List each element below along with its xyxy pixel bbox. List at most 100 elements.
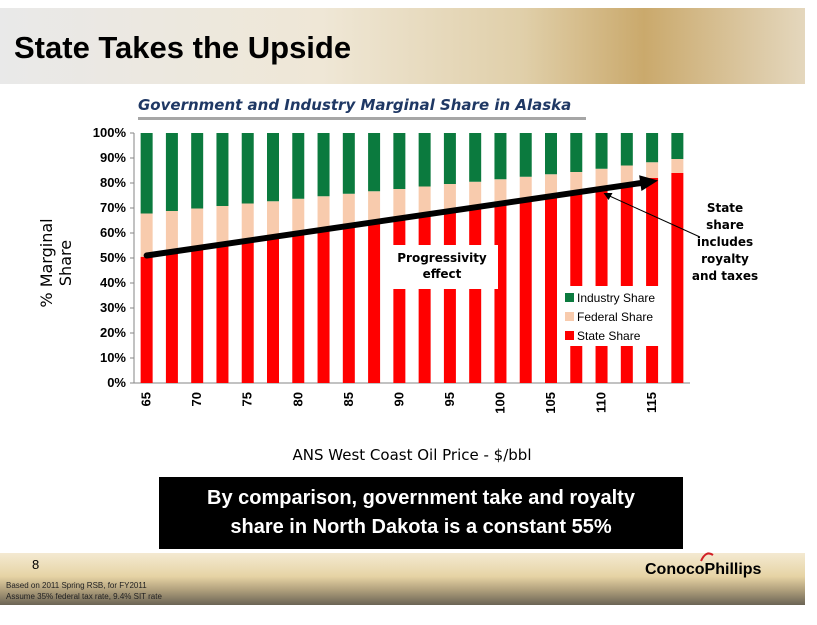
- callout-line-1: By comparison, government take and royal…: [207, 487, 635, 509]
- y-tick-label: 70%: [100, 200, 126, 215]
- bar-federal-share: [646, 162, 659, 178]
- bar-industry-share: [595, 133, 608, 169]
- x-tick-label: 105: [543, 392, 558, 414]
- bar-series: [140, 133, 684, 383]
- x-tick-label: 115: [644, 392, 659, 413]
- bar-industry-share: [494, 133, 507, 180]
- y-tick-label: 10%: [100, 350, 126, 365]
- y-tick-label: 40%: [100, 275, 126, 290]
- slide-title: State Takes the Upside: [14, 30, 352, 65]
- footnote-line-1: Based on 2011 Spring RSB, for FY2011: [6, 581, 147, 590]
- state-share-note: share: [706, 218, 744, 232]
- bar-state-share: [595, 188, 608, 383]
- trend-arrow-shaft: [143, 180, 644, 259]
- bar-federal-share: [342, 193, 355, 227]
- bar-federal-share: [267, 201, 279, 238]
- x-tick-label: 100: [492, 392, 507, 414]
- legend-box: [561, 286, 667, 346]
- bar-state-share: [191, 249, 204, 383]
- legend-swatch: [565, 331, 574, 340]
- annotations: Progressivity effect State share includes roy…: [143, 175, 758, 289]
- bar-state-share: [342, 226, 355, 383]
- x-tick-label: 95: [442, 392, 457, 406]
- bar-industry-share: [140, 133, 153, 214]
- x-tick-label: 110: [594, 392, 609, 413]
- bar-industry-share: [317, 133, 330, 197]
- bar-state-share: [418, 215, 431, 383]
- y-tick-label: 90%: [100, 150, 126, 165]
- bar-industry-share: [671, 133, 684, 159]
- legend-swatch: [565, 312, 574, 321]
- y-tick-label: 0%: [107, 375, 126, 390]
- bar-state-share: [671, 173, 684, 383]
- state-note-pointer: [609, 195, 701, 238]
- legend-swatch: [565, 293, 574, 302]
- bar-state-share: [469, 208, 482, 383]
- y-tick-label: 50%: [100, 250, 126, 265]
- state-share-note: and taxes: [692, 269, 758, 283]
- progressivity-label: effect: [423, 267, 462, 281]
- bar-federal-share: [191, 208, 204, 250]
- y-tick-label: 30%: [100, 300, 126, 315]
- bar-industry-share: [393, 133, 406, 189]
- company-logo: ConocoPhillips: [645, 561, 762, 578]
- page-number: 8: [32, 557, 40, 572]
- bar-state-share: [545, 196, 557, 383]
- progressivity-label-box: [386, 245, 498, 289]
- state-share-note: includes: [697, 235, 753, 249]
- bar-federal-share: [443, 184, 456, 212]
- bar-industry-share: [519, 133, 532, 177]
- bar-state-share: [241, 241, 254, 383]
- bar-federal-share: [469, 181, 482, 208]
- bar-industry-share: [469, 133, 482, 182]
- bar-federal-share: [595, 168, 608, 188]
- state-note-pointer-head: [603, 193, 613, 200]
- bar-federal-share: [216, 206, 229, 246]
- bar-federal-share: [545, 174, 557, 197]
- state-share-note: royalty: [701, 252, 749, 266]
- x-tick-label: 65: [139, 392, 154, 406]
- y-axis-label-line2: Share: [56, 240, 75, 286]
- bar-state-share: [292, 234, 305, 383]
- bar-industry-share: [620, 133, 633, 166]
- x-tick-label: 70: [189, 392, 204, 406]
- chart-title: Government and Industry Marginal Share i…: [138, 96, 586, 120]
- x-tick-label: 75: [240, 392, 255, 406]
- y-tick-label: 60%: [100, 225, 126, 240]
- y-tick-label: 100%: [93, 125, 127, 140]
- bar-state-share: [494, 204, 507, 383]
- y-tick-label: 80%: [100, 175, 126, 190]
- bar-federal-share: [140, 213, 153, 257]
- bar-federal-share: [519, 176, 532, 201]
- bar-federal-share: [241, 203, 254, 242]
- x-tick-label: 85: [341, 392, 356, 406]
- bar-federal-share: [494, 179, 507, 205]
- bar-federal-share: [317, 196, 330, 231]
- comparison-callout: By comparison, government take and royal…: [159, 477, 683, 549]
- bar-state-share: [646, 178, 659, 383]
- bar-industry-share: [267, 133, 279, 202]
- stacked-bar-chart: 0% 10% 20% 30% 40% 50% 60% 70% 80% 90% 100% 65 70 75…: [37, 125, 758, 464]
- bar-industry-share: [241, 133, 254, 204]
- bar-state-share: [393, 219, 406, 383]
- legend: Industry Share Federal Share State Share: [561, 286, 667, 346]
- bar-industry-share: [570, 133, 583, 172]
- x-axis-title: ANS West Coast Oil Price - $/bbl: [293, 446, 532, 464]
- bar-industry-share: [646, 133, 659, 163]
- footnote-line-2: Assume 35% federal tax rate, 9.4% SIT ra…: [6, 592, 162, 601]
- bar-state-share: [519, 200, 532, 383]
- bar-federal-share: [418, 186, 431, 216]
- bar-industry-share: [216, 133, 229, 206]
- bar-state-share: [165, 253, 178, 383]
- bar-federal-share: [671, 159, 684, 173]
- bar-federal-share: [165, 211, 178, 253]
- callout-line-2: share in North Dakota is a constant 55%: [230, 516, 612, 538]
- state-share-note: State: [707, 201, 743, 215]
- bar-state-share: [620, 183, 633, 383]
- bar-state-share: [317, 230, 330, 383]
- legend-label: Industry Share: [577, 291, 655, 305]
- legend-label: Federal Share: [577, 310, 653, 324]
- bar-federal-share: [368, 191, 381, 223]
- bar-industry-share: [292, 133, 305, 199]
- bar-federal-share: [393, 189, 406, 220]
